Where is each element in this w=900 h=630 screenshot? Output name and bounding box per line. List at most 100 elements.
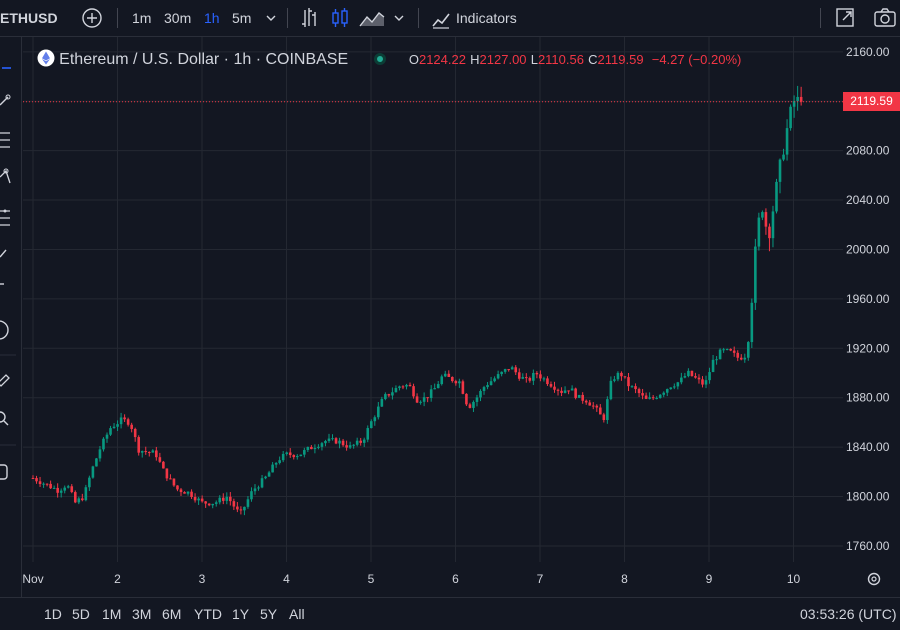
settings-icon[interactable]: [867, 572, 881, 586]
candle-body: [362, 439, 366, 443]
candle-body: [648, 397, 651, 399]
candle-body: [687, 370, 690, 377]
candle-body: [690, 370, 694, 377]
time-tick-label: 7: [537, 572, 544, 586]
chevron-down-icon[interactable]: [264, 0, 278, 36]
candle-body: [665, 389, 669, 393]
candle-body: [373, 417, 377, 422]
candle-body: [725, 348, 729, 350]
candle-style-icon[interactable]: [328, 0, 352, 36]
chart-area[interactable]: 2160.002120.002080.002040.002000.001960.…: [22, 37, 900, 597]
candle-body: [627, 377, 630, 387]
interval-30m[interactable]: 30m: [164, 10, 192, 26]
candle-body: [761, 212, 764, 218]
range-5y[interactable]: 5Y: [260, 606, 278, 622]
range-3m[interactable]: 3M: [132, 606, 152, 622]
interval-1h[interactable]: 1h: [204, 10, 220, 26]
indicators-button[interactable]: Indicators: [456, 10, 517, 26]
candle-body: [81, 498, 84, 501]
candle-body: [799, 96, 803, 102]
candle-body: [429, 389, 433, 398]
price-tick-label: 2160.00: [846, 45, 890, 59]
candle-body: [66, 486, 70, 488]
candle-body: [243, 506, 246, 511]
price-tick-label: 1840.00: [846, 440, 890, 454]
candle-body: [412, 386, 415, 397]
symbol-title[interactable]: Ethereum / U.S. Dollar · 1h · COINBASE: [59, 51, 349, 68]
range-1y[interactable]: 1Y: [232, 606, 250, 622]
candle-body: [577, 394, 581, 398]
candle-body: [426, 397, 429, 399]
candle-body: [754, 246, 757, 303]
candle-body: [472, 401, 475, 408]
candle-body: [211, 503, 215, 506]
zoom-icon[interactable]: [0, 411, 9, 426]
add-symbol-icon[interactable]: [80, 0, 104, 36]
price-tick-label: 2040.00: [846, 193, 890, 207]
candle-body: [250, 491, 253, 500]
utc-clock[interactable]: 03:53:26 (UTC): [800, 606, 897, 622]
chevron-down-icon[interactable]: [392, 0, 406, 36]
indicators-icon[interactable]: [430, 0, 452, 36]
interval-1m[interactable]: 1m: [132, 10, 152, 26]
candle-body: [616, 372, 620, 380]
emoji-icon[interactable]: [0, 320, 9, 340]
candle-body: [546, 378, 549, 385]
bar-style-icon[interactable]: [298, 0, 322, 36]
time-tick-label: 8: [621, 572, 628, 586]
range-6m[interactable]: 6M: [162, 606, 182, 622]
candle-body: [63, 487, 67, 491]
interval-5m[interactable]: 5m: [232, 10, 252, 26]
ethereum-logo-icon: [37, 49, 55, 67]
candle-body: [186, 491, 190, 494]
candle-body: [535, 372, 539, 375]
change-value: −4.27 (−0.20%): [651, 52, 742, 67]
magnet-icon[interactable]: [0, 464, 8, 480]
candle-body: [317, 446, 320, 448]
area-style-icon[interactable]: [358, 0, 386, 36]
candle-body: [743, 357, 747, 360]
candle-body: [366, 428, 370, 440]
candle-body: [253, 488, 257, 492]
range-5d[interactable]: 5D: [72, 606, 90, 622]
time-tick-label: 10: [787, 572, 801, 586]
candle-body: [49, 483, 52, 489]
camera-icon[interactable]: [872, 0, 898, 36]
candle-body: [708, 372, 711, 381]
symbol-search[interactable]: ETHUSD: [0, 10, 58, 26]
bottom-toolbar: 1D 5D 1M 3M 6M YTD 1Y 5Y All 03:53:26 (U…: [0, 597, 900, 627]
candle-body: [715, 359, 718, 361]
candle-body: [267, 472, 271, 477]
range-ytd[interactable]: YTD: [194, 606, 222, 622]
range-1d[interactable]: 1D: [44, 606, 62, 622]
range-1m[interactable]: 1M: [102, 606, 122, 622]
prediction-icon[interactable]: [0, 209, 10, 226]
candle-body: [697, 377, 701, 380]
price-axis[interactable]: 2160.002120.002080.002040.002000.001960.…: [846, 45, 890, 553]
candle-body: [711, 359, 715, 373]
candle-body: [525, 377, 528, 379]
candle-body: [158, 457, 162, 462]
time-axis[interactable]: Nov 2 3 4 5 6 7 8 9 10: [22, 572, 801, 586]
candle-body: [623, 376, 627, 378]
candle-body: [493, 378, 496, 382]
candle-body: [345, 445, 348, 448]
ruler-icon[interactable]: [0, 374, 10, 387]
range-all[interactable]: All: [289, 606, 305, 622]
brush-icon[interactable]: [0, 249, 7, 258]
candle-body: [419, 401, 422, 403]
fib-retracement-icon[interactable]: [0, 132, 10, 148]
candle-body: [52, 487, 56, 489]
candle-body: [232, 501, 236, 507]
candle-body: [454, 381, 458, 384]
fullscreen-icon[interactable]: [834, 0, 856, 36]
pattern-icon[interactable]: [0, 168, 11, 184]
candle-body: [123, 417, 126, 420]
time-tick-label: 3: [199, 572, 206, 586]
candle-body: [341, 440, 345, 446]
candle-body: [500, 371, 503, 375]
market-status-icon[interactable]: [373, 52, 387, 66]
trend-line-icon[interactable]: [0, 94, 11, 106]
candle-body: [408, 384, 412, 387]
candle-body: [567, 390, 570, 392]
